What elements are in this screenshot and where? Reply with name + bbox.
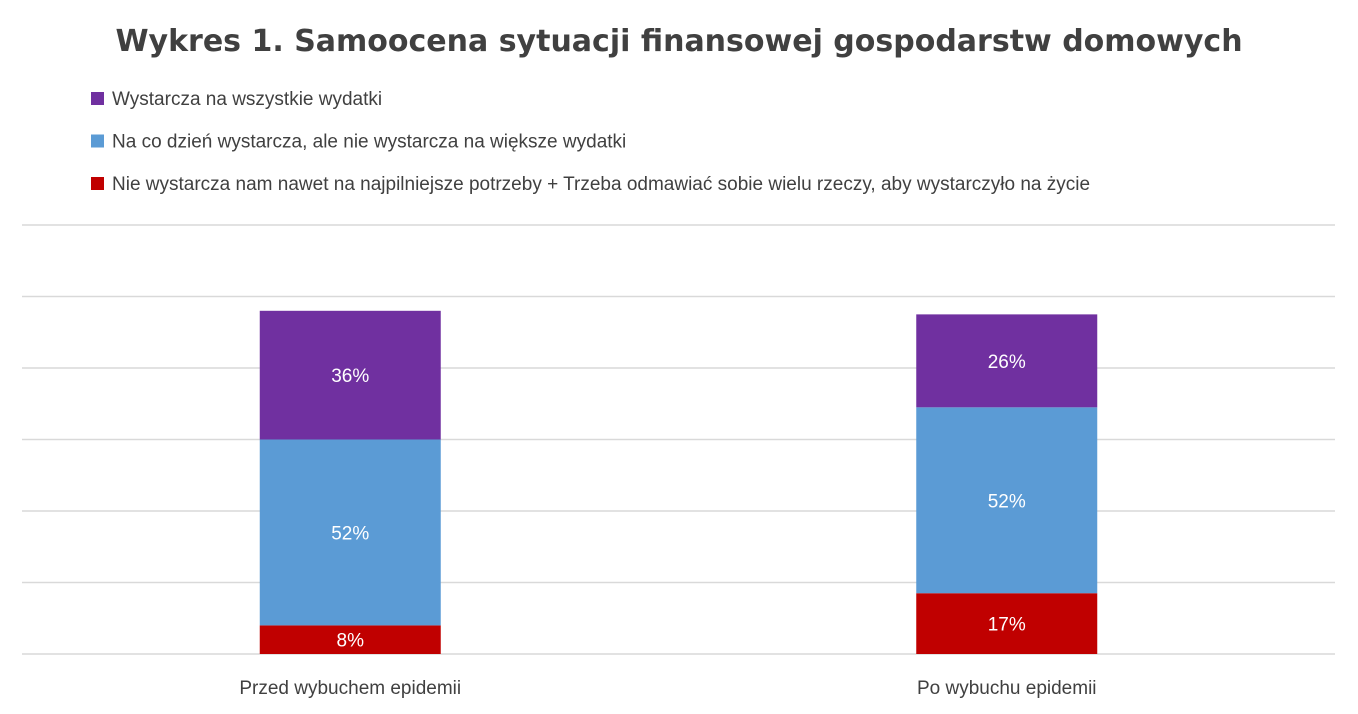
category-label: Przed wybuchem epidemii xyxy=(239,678,461,699)
legend: Wystarcza na wszystkie wydatki Na co dzie… xyxy=(91,89,1090,195)
category-labels: Przed wybuchem epidemii Po wybuchu epidem… xyxy=(239,678,1096,699)
data-label: 17% xyxy=(988,615,1026,636)
bars: 8% 52% 36% 17% 52% 26% xyxy=(259,310,1098,654)
data-label: 8% xyxy=(337,631,365,652)
data-label: 36% xyxy=(331,366,369,387)
gridlines xyxy=(22,224,1335,655)
data-label: 26% xyxy=(988,352,1026,373)
legend-label: Wystarcza na wszystkie wydatki xyxy=(112,89,382,110)
bar-segment xyxy=(916,593,1098,654)
legend-label: Na co dzień wystarcza, ale nie wystarcza… xyxy=(112,132,626,153)
data-label: 52% xyxy=(988,491,1026,512)
legend-label: Nie wystarcza nam nawet na najpilniejsze… xyxy=(112,174,1090,195)
chart-title: Wykres 1. Samoocena sytuacji finansowej … xyxy=(115,24,1242,59)
bar-segment xyxy=(259,625,441,654)
category-label: Po wybuchu epidemii xyxy=(917,678,1097,699)
bar-segment xyxy=(259,439,441,626)
data-label: 52% xyxy=(331,523,369,544)
bar-segment xyxy=(259,310,441,440)
legend-swatch xyxy=(91,92,104,105)
bar-segment xyxy=(916,407,1098,594)
bar-segment xyxy=(916,314,1098,408)
legend-swatch xyxy=(91,177,104,190)
legend-swatch xyxy=(91,134,104,148)
